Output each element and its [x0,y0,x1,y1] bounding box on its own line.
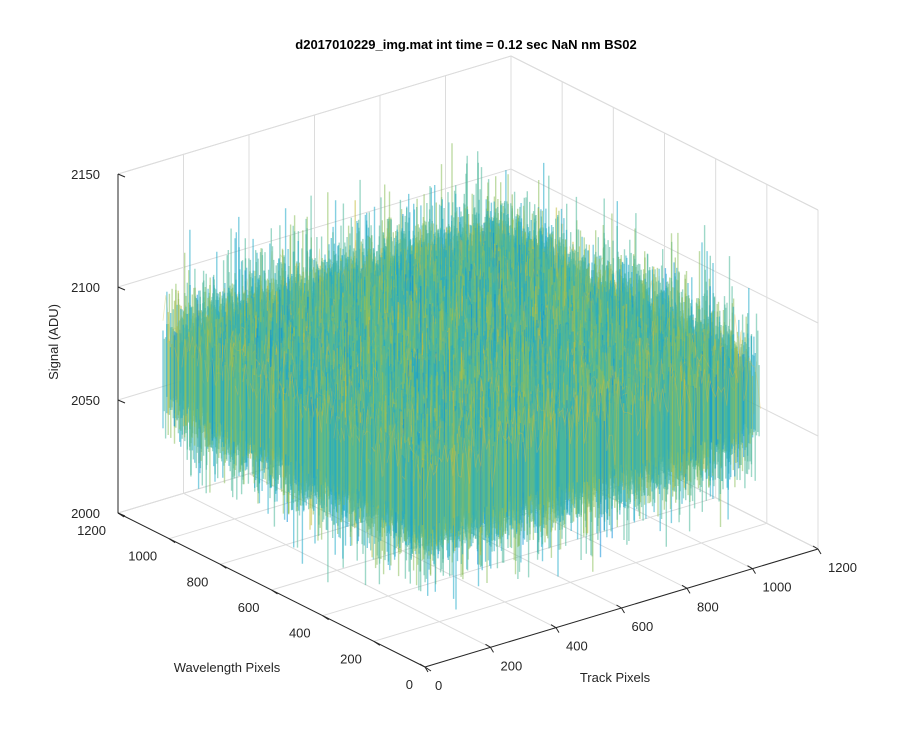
chart-title: d2017010229_img.mat int time = 0.12 sec … [295,37,636,52]
back-wall-gridline-z [117,55,512,175]
floor-gridline-y [373,522,767,642]
signal-surface [162,143,761,610]
side-wall-gridline-z [510,55,819,211]
back-wall-gridline-z [117,168,512,288]
side-wall-gridline-z [510,168,819,324]
